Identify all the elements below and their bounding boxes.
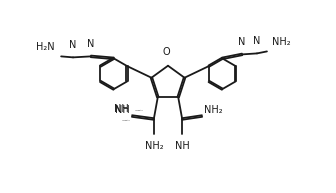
- Text: N: N: [69, 40, 77, 50]
- Text: N: N: [87, 39, 95, 49]
- Text: H₂N: H₂N: [36, 42, 54, 52]
- Text: iminomethyl: iminomethyl: [135, 110, 144, 111]
- Text: N: N: [253, 36, 261, 47]
- Text: N: N: [239, 37, 246, 47]
- Text: NH: NH: [114, 104, 129, 114]
- Text: NH₂: NH₂: [272, 37, 291, 47]
- Text: NH: NH: [175, 141, 190, 151]
- Text: NH₂: NH₂: [144, 141, 163, 151]
- Text: NH₂: NH₂: [204, 105, 223, 115]
- Text: iminomethyl: iminomethyl: [122, 120, 131, 121]
- Text: O: O: [162, 47, 170, 57]
- Text: NH: NH: [115, 105, 130, 115]
